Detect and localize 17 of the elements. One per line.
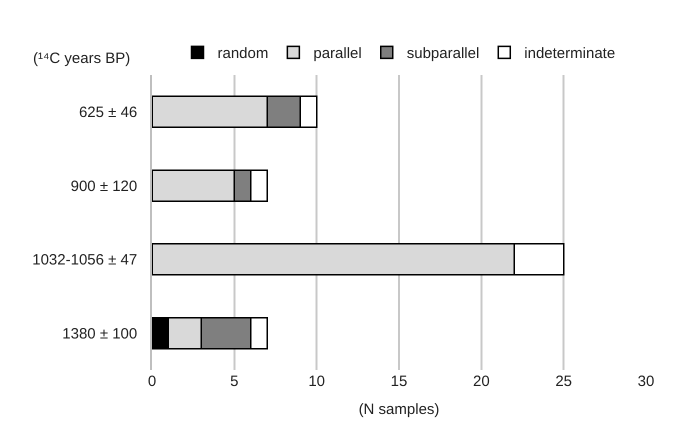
y-tick-label: 1032-1056 ± 47 (32, 252, 138, 269)
legend-label: parallel (313, 45, 362, 62)
y-tick-label: 625 ± 46 (78, 104, 138, 122)
x-tick-label: 25 (555, 373, 572, 390)
x-tick-label: 20 (472, 373, 490, 390)
x-tick-label: 5 (230, 373, 238, 390)
x-tick-label: 30 (638, 373, 654, 390)
x-tick-label: 10 (308, 373, 326, 390)
x-tick-label: 15 (390, 373, 408, 390)
legend-label: random (218, 45, 268, 62)
y-tick-label: 1380 ± 100 (62, 325, 138, 342)
y-axis-title: (¹⁴C years BP) (33, 50, 130, 67)
x-tick-label: 0 (148, 373, 156, 390)
legend-label: subparallel (406, 45, 480, 62)
x-axis-title: (N samples) (358, 401, 440, 418)
y-tick-label: 900 ± 120 (70, 178, 138, 195)
legend-label: indeterminate (524, 45, 616, 62)
